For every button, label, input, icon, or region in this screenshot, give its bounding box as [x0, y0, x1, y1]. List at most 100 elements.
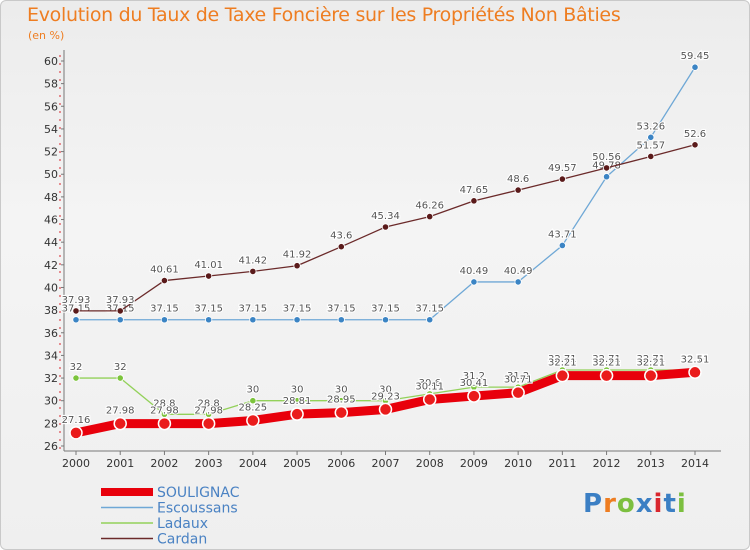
data-label: 37.15 — [327, 304, 356, 315]
data-point — [558, 175, 566, 183]
y-tick-label: 56 — [44, 100, 58, 113]
y-tick-label: 34 — [44, 349, 58, 362]
x-tick-label: 2003 — [195, 457, 223, 470]
data-label: 32.71 — [636, 354, 665, 365]
data-label: 32.21 — [592, 358, 621, 369]
data-label: 37.15 — [239, 304, 268, 315]
data-point — [514, 278, 522, 286]
data-point — [426, 212, 434, 221]
data-label: 27.98 — [194, 406, 223, 417]
data-point — [116, 374, 124, 382]
data-point — [602, 173, 611, 181]
data-label: 59.45 — [681, 51, 710, 62]
y-tick-label: 30 — [44, 395, 58, 408]
data-label: 51.57 — [636, 140, 665, 151]
data-point — [293, 397, 301, 405]
data-label: 28.81 — [283, 396, 312, 407]
data-label: 40.49 — [504, 266, 533, 277]
data-label: 37.15 — [283, 304, 312, 315]
data-point — [426, 316, 434, 324]
y-tick-label: 52 — [44, 146, 58, 159]
data-point — [293, 316, 301, 324]
data-point — [644, 368, 658, 383]
y-tick-label: 46 — [44, 214, 58, 227]
data-point — [558, 241, 566, 250]
data-point — [511, 385, 525, 400]
legend-label-ladaux: Ladaux — [157, 516, 208, 532]
series-line-escoussans — [76, 66, 696, 321]
x-tick-label: 2001 — [106, 457, 134, 470]
data-point — [688, 365, 702, 380]
data-point — [337, 316, 345, 324]
legend-label-cardan: Cardan — [157, 532, 207, 548]
data-label: 31.2 — [507, 371, 529, 382]
x-tick-label: 2014 — [681, 457, 709, 470]
x-tick-label: 2013 — [637, 457, 665, 470]
logo-letter: i — [653, 489, 664, 519]
y-tick-label: 54 — [44, 123, 58, 136]
y-tick-label: 26 — [44, 440, 58, 453]
data-label: 48.6 — [507, 174, 529, 185]
y-tick-label: 44 — [44, 236, 58, 249]
data-label: 28.8 — [153, 398, 175, 409]
data-label: 30.6 — [419, 378, 441, 389]
data-point — [201, 416, 216, 431]
y-tick-label: 60 — [44, 55, 58, 68]
x-tick-label: 2012 — [593, 457, 621, 470]
data-point — [205, 316, 213, 324]
data-point — [602, 164, 611, 172]
data-point — [116, 307, 124, 315]
data-label: 43.71 — [548, 229, 577, 240]
data-point — [647, 152, 655, 161]
data-label: 27.16 — [62, 415, 91, 426]
x-tick-label: 2005 — [283, 457, 311, 470]
data-label: 32.21 — [548, 358, 577, 369]
data-label: 50.56 — [592, 152, 621, 163]
data-point — [293, 262, 301, 270]
data-label: 46.26 — [415, 201, 444, 212]
data-point — [422, 392, 437, 407]
data-point — [467, 389, 481, 403]
data-label: 41.92 — [283, 250, 312, 261]
data-point — [691, 141, 699, 149]
data-label: 31.2 — [463, 371, 485, 382]
data-point — [160, 276, 169, 285]
x-tick-label: 2006 — [327, 457, 355, 470]
data-label: 32 — [70, 362, 83, 373]
data-label: 32.21 — [636, 358, 665, 369]
legend-label-soulignac: SOULIGNAC — [157, 485, 240, 501]
logo-letter: P — [583, 489, 604, 519]
data-label: 37.93 — [106, 295, 135, 306]
logo-letter: x — [635, 489, 654, 519]
data-label: 43.6 — [330, 231, 352, 242]
logo-letter: o — [616, 489, 636, 519]
x-tick-label: 2007 — [372, 457, 400, 470]
y-tick-label: 42 — [44, 259, 58, 272]
data-label: 47.65 — [460, 185, 489, 196]
data-label: 40.61 — [150, 265, 179, 276]
data-point — [205, 272, 213, 280]
data-point — [72, 316, 80, 324]
data-label: 30 — [291, 385, 304, 396]
y-tick-label: 58 — [44, 78, 58, 91]
data-label: 30.71 — [504, 375, 533, 386]
data-label: 52.6 — [684, 129, 706, 140]
data-label: 41.01 — [194, 260, 223, 271]
data-label: 41.42 — [239, 255, 268, 266]
data-point — [470, 197, 478, 205]
logo-letter: r — [603, 489, 617, 519]
y-tick-label: 38 — [44, 304, 58, 317]
data-point — [514, 186, 522, 194]
x-tick-label: 2002 — [150, 457, 178, 470]
data-point — [647, 133, 655, 141]
data-point — [337, 243, 345, 251]
data-label: 32 — [114, 362, 127, 373]
legend-label-escoussans: Escoussans — [157, 501, 238, 517]
data-point — [72, 307, 80, 315]
data-label: 40.49 — [460, 266, 489, 277]
data-point — [381, 316, 390, 324]
data-label: 28.8 — [198, 398, 220, 409]
y-tick-label: 28 — [44, 417, 58, 430]
data-label: 28.95 — [327, 395, 356, 406]
